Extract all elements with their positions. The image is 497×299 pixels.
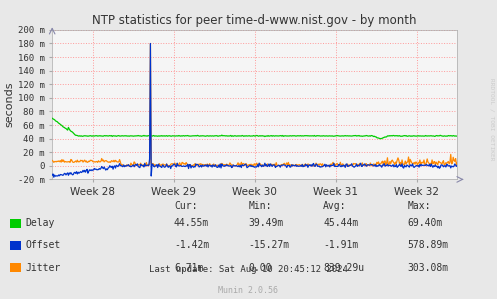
- Text: 578.89m: 578.89m: [408, 240, 449, 250]
- Text: 6.71m: 6.71m: [174, 263, 203, 273]
- Text: -1.42m: -1.42m: [174, 240, 209, 250]
- Text: 0.00: 0.00: [248, 263, 272, 273]
- Text: 69.40m: 69.40m: [408, 218, 443, 228]
- Text: -15.27m: -15.27m: [248, 240, 290, 250]
- Text: Jitter: Jitter: [26, 263, 61, 273]
- Text: Cur:: Cur:: [174, 201, 197, 211]
- Text: Last update: Sat Aug 10 20:45:12 2024: Last update: Sat Aug 10 20:45:12 2024: [149, 265, 348, 274]
- Title: NTP statistics for peer time-d-www.nist.gov - by month: NTP statistics for peer time-d-www.nist.…: [92, 14, 417, 27]
- Text: 44.55m: 44.55m: [174, 218, 209, 228]
- Text: Offset: Offset: [26, 240, 61, 250]
- Y-axis label: seconds: seconds: [5, 82, 15, 127]
- Text: Delay: Delay: [26, 218, 55, 228]
- Text: RRDTOOL / TOBI OETIKER: RRDTOOL / TOBI OETIKER: [490, 78, 495, 161]
- Text: 839.29u: 839.29u: [323, 263, 364, 273]
- Text: Avg:: Avg:: [323, 201, 346, 211]
- Text: Min:: Min:: [248, 201, 272, 211]
- Text: -1.91m: -1.91m: [323, 240, 358, 250]
- Text: 303.08m: 303.08m: [408, 263, 449, 273]
- Text: 45.44m: 45.44m: [323, 218, 358, 228]
- Text: Max:: Max:: [408, 201, 431, 211]
- Text: Munin 2.0.56: Munin 2.0.56: [219, 286, 278, 295]
- Text: 39.49m: 39.49m: [248, 218, 284, 228]
